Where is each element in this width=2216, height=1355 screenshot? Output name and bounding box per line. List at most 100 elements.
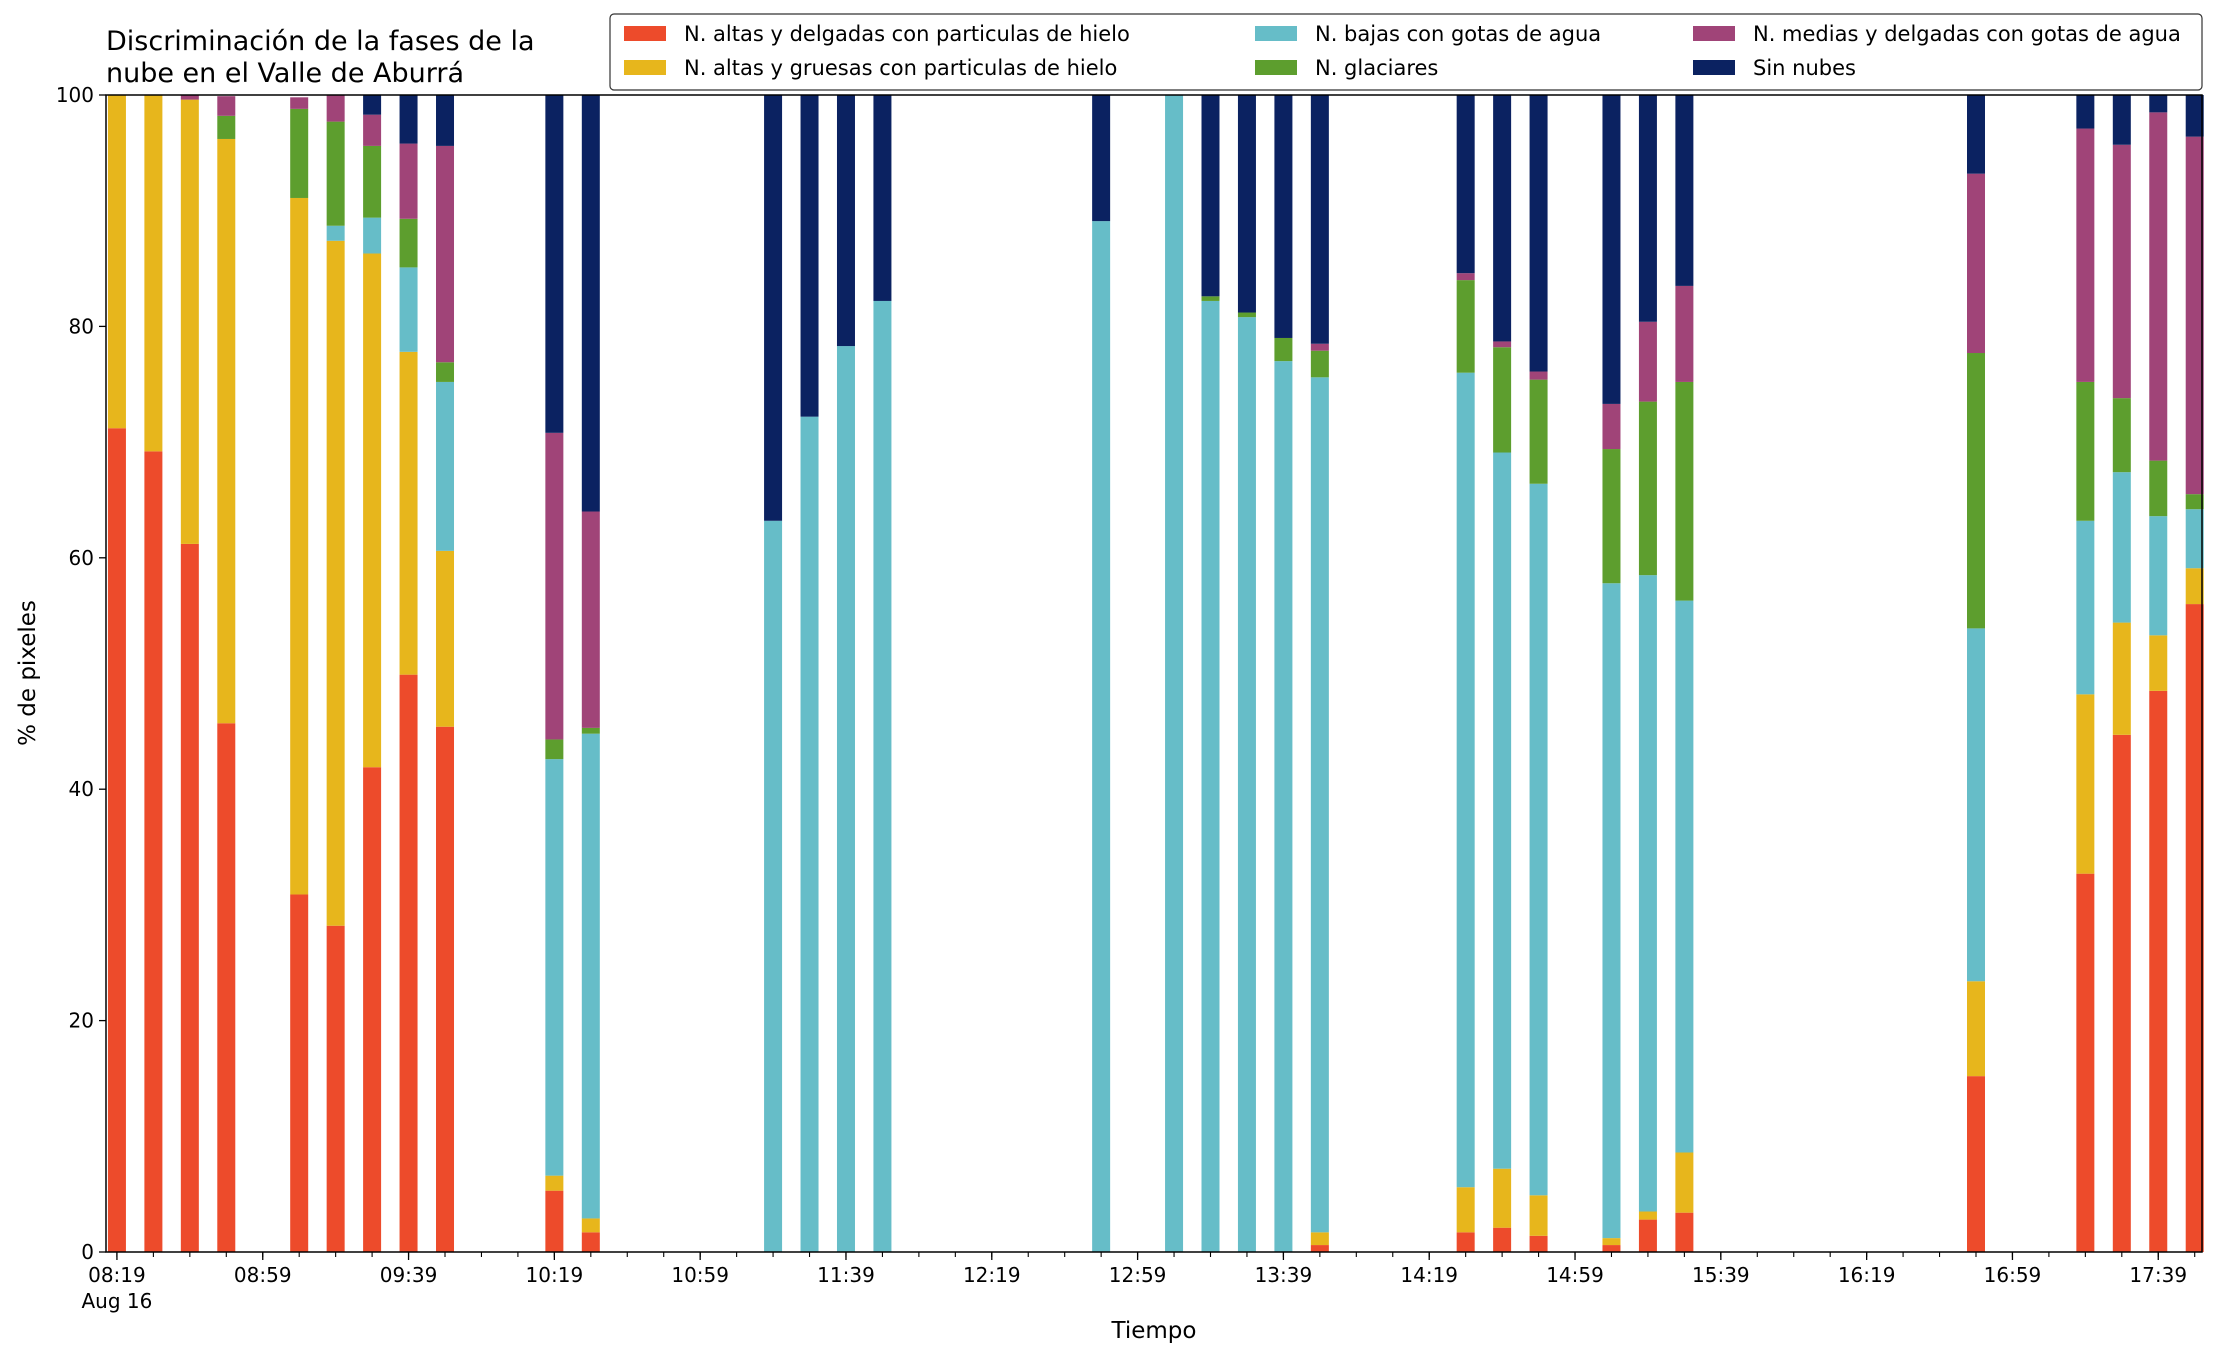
bar-segment-s5-1019	[545, 95, 564, 433]
x-tick-label: 11:39	[817, 1263, 875, 1287]
bar-segment-s1-0909	[290, 197, 309, 895]
x-tick-sublabel: Aug 16	[82, 1289, 153, 1313]
y-axis-label: % de pixeles	[15, 600, 41, 746]
x-tick-label: 12:59	[1109, 1263, 1167, 1287]
y-tick-label: 100	[56, 83, 94, 107]
bar-segment-s3-1519	[1638, 401, 1657, 576]
x-tick-label: 13:39	[1255, 1263, 1313, 1287]
bar-segment-s2-1139	[836, 346, 855, 1252]
legend-items: N. altas y delgadas con particulas de hi…	[624, 22, 2181, 80]
bar-segment-s3-1319	[1201, 296, 1220, 301]
bar-segment-s5-1149	[873, 95, 892, 301]
x-axis-label: Tiempo	[1111, 1318, 1197, 1344]
bar-segment-s3-1739	[2149, 460, 2168, 517]
legend-swatch-4	[1693, 26, 1735, 41]
legend-label-4: N. medias y delgadas con gotas de agua	[1753, 22, 2181, 46]
bar-segment-s4-0839	[180, 95, 199, 100]
bar-segment-s3-0949	[436, 362, 455, 382]
x-tick-label: 14:19	[1400, 1263, 1458, 1287]
bar-segment-s5-1339	[1274, 95, 1293, 338]
bar-segment-s3-1029	[581, 727, 600, 734]
bar-segment-s5-1749	[2185, 95, 2204, 137]
bar-segment-s2-1719	[2076, 520, 2095, 695]
bar-segment-s0-0949	[436, 726, 455, 1252]
x-tick-label: 14:59	[1546, 1263, 1604, 1287]
bar-segment-s1-1509	[1602, 1238, 1621, 1246]
legend-label-2: N. bajas con gotas de agua	[1315, 22, 1601, 46]
bar-segment-s5-1329	[1237, 95, 1256, 313]
bar-segment-s0-1029	[581, 1232, 600, 1252]
bar-segment-s5-1139	[836, 95, 855, 347]
legend-label-0: N. altas y delgadas con particulas de hi…	[684, 22, 1130, 46]
bar-segment-s5-1719	[2076, 95, 2095, 129]
bar-segment-s5-1649	[1967, 95, 1985, 174]
bar-segment-s5-1439	[1493, 95, 1512, 342]
bar-segment-s1-0849	[217, 138, 236, 724]
bar-segment-s3-0929	[363, 145, 382, 218]
bar-segment-s0-1449	[1529, 1235, 1548, 1252]
bar-segment-s1-0839	[180, 99, 199, 544]
bar-segment-s0-1019	[545, 1190, 564, 1252]
x-tick-label: 08:19	[88, 1263, 146, 1287]
bar-segment-s0-0909	[290, 894, 309, 1252]
bar-segment-s0-0829	[144, 451, 163, 1252]
bar-segment-s4-0909	[290, 97, 309, 109]
bar-segment-s1-1729	[2112, 622, 2131, 735]
bar-segment-s4-1509	[1602, 403, 1621, 450]
bar-segment-s4-1739	[2149, 112, 2168, 461]
legend-label-5: Sin nubes	[1753, 56, 1856, 80]
bar-segment-s3-1729	[2112, 398, 2131, 473]
bar-segment-s1-1349	[1310, 1232, 1329, 1246]
bar-segment-s2-1319	[1201, 300, 1220, 1252]
legend-swatch-0	[624, 26, 666, 41]
legend: N. altas y delgadas con particulas de hi…	[609, 13, 2203, 91]
bar-segment-s5-1729	[2112, 95, 2131, 145]
bar-segment-s4-1029	[581, 511, 600, 728]
bar-segment-s0-0929	[363, 767, 382, 1252]
bar-segment-s1-1749	[2185, 568, 2204, 605]
bar-segment-s5-1349	[1310, 95, 1329, 344]
bar-segment-s2-1649	[1967, 628, 1985, 982]
x-tick-label: 10:59	[671, 1263, 729, 1287]
bar-segment-s1-1449	[1529, 1195, 1548, 1236]
bar-segment-s3-1339	[1274, 337, 1293, 362]
x-tick-label: 16:59	[1984, 1263, 2042, 1287]
bar-segment-s4-1729	[2112, 144, 2131, 399]
bar-segment-s1-1029	[581, 1218, 600, 1233]
bar-segment-s2-1119	[764, 520, 783, 1252]
bar-segment-s1-1439	[1493, 1168, 1512, 1228]
bar-segment-s2-1029	[581, 733, 600, 1219]
bar-segment-s1-0819	[107, 95, 126, 429]
bar-segment-s5-1519	[1638, 95, 1657, 322]
bar-segment-s0-1349	[1310, 1245, 1329, 1252]
bar-segment-s3-1719	[2076, 381, 2095, 521]
bar-segment-s5-1129	[800, 95, 819, 417]
bar-segment-s5-1249	[1092, 95, 1111, 222]
bar-segment-s4-0919	[326, 95, 345, 122]
bar-segment-s2-1019	[545, 759, 564, 1176]
bar-segment-s4-1719	[2076, 128, 2095, 382]
bar-segment-s3-1439	[1493, 347, 1512, 453]
bar-segment-s2-1149	[873, 300, 892, 1252]
bar-segment-s2-1339	[1274, 361, 1293, 1252]
bar-segment-s4-1439	[1493, 341, 1512, 348]
bar-segment-s4-1449	[1529, 371, 1548, 380]
legend-swatch-5	[1693, 60, 1735, 75]
y-axis-ticks: 0 20 40 60 80 100	[56, 83, 106, 1264]
x-tick-label: 12:19	[963, 1263, 1021, 1287]
bar-segment-s1-1649	[1967, 981, 1985, 1077]
bar-segment-s2-0949	[436, 381, 455, 551]
chart-title-line-1: Discriminación de la fases de la	[106, 26, 535, 57]
bar-segment-s4-0949	[436, 145, 455, 363]
bar-segment-s2-1739	[2149, 516, 2168, 636]
bar-segment-s4-0929	[363, 114, 382, 146]
bar-segment-s5-1319	[1201, 95, 1220, 297]
bar-segment-s1-1529	[1675, 1152, 1694, 1213]
legend-label-3: N. glaciares	[1315, 56, 1438, 80]
bar-segment-s0-1519	[1638, 1219, 1657, 1252]
bar-segment-s0-1649	[1967, 1076, 1985, 1252]
bar-segment-s0-0919	[326, 925, 345, 1252]
bar-segment-s4-1349	[1310, 343, 1329, 351]
x-tick-label: 08:59	[234, 1263, 292, 1287]
